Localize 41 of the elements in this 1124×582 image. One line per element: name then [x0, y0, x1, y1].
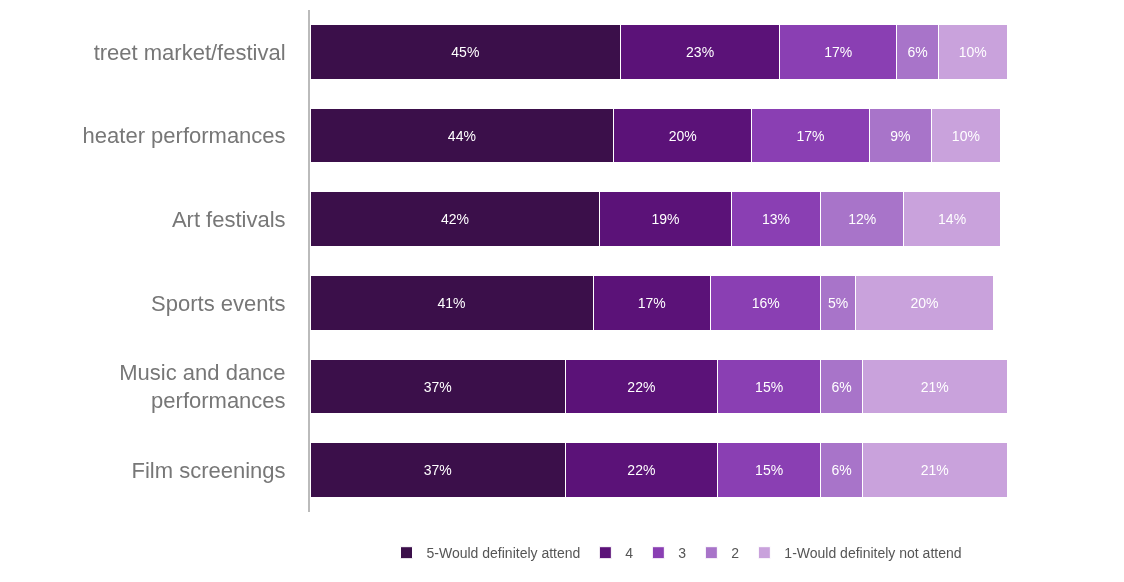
data-label: 10% [951, 127, 980, 144]
y-tick-label: Music and dance performances [119, 359, 286, 414]
legend-label: 2 [731, 545, 740, 562]
data-label: 17% [796, 127, 825, 144]
legend-label: 5-Would definitely attend [426, 545, 581, 562]
data-label: 15% [755, 378, 784, 395]
data-label: 41% [437, 294, 466, 311]
data-label: 44% [447, 127, 476, 144]
data-label: 6% [831, 462, 852, 479]
legend-label: 4 [625, 545, 634, 562]
legend-label: 1-Would definitely not attend [784, 545, 962, 562]
data-label: 13% [762, 211, 791, 228]
y-tick-label: Art festivals [171, 206, 286, 232]
legend-label: 3 [678, 545, 687, 562]
data-label: 6% [831, 378, 852, 395]
data-label: 45% [451, 43, 480, 60]
data-label: 17% [637, 294, 666, 311]
y-tick-label: heater performances [82, 123, 286, 149]
data-label: 5% [828, 294, 849, 311]
data-label: 42% [440, 211, 469, 228]
data-label: 22% [627, 378, 656, 395]
data-label: 21% [920, 462, 949, 479]
data-label: 20% [668, 127, 697, 144]
data-label: 19% [651, 211, 680, 228]
data-label: 22% [627, 462, 656, 479]
data-label: 16% [751, 294, 780, 311]
data-label: 15% [755, 462, 784, 479]
data-label: 14% [938, 211, 967, 228]
data-label: 10% [958, 43, 987, 60]
data-label: 37% [423, 378, 452, 395]
data-label: 9% [890, 127, 911, 144]
y-tick-label: Sports events [151, 290, 286, 316]
data-label: 17% [824, 43, 853, 60]
data-label: 21% [920, 378, 949, 395]
data-label: 6% [907, 43, 928, 60]
data-label: 12% [848, 211, 877, 228]
data-label: 23% [686, 43, 715, 60]
data-label: 37% [423, 462, 452, 479]
y-tick-label: Film screenings [131, 457, 286, 483]
y-tick-label: treet market/festival [93, 39, 286, 65]
data-label: 20% [910, 294, 939, 311]
